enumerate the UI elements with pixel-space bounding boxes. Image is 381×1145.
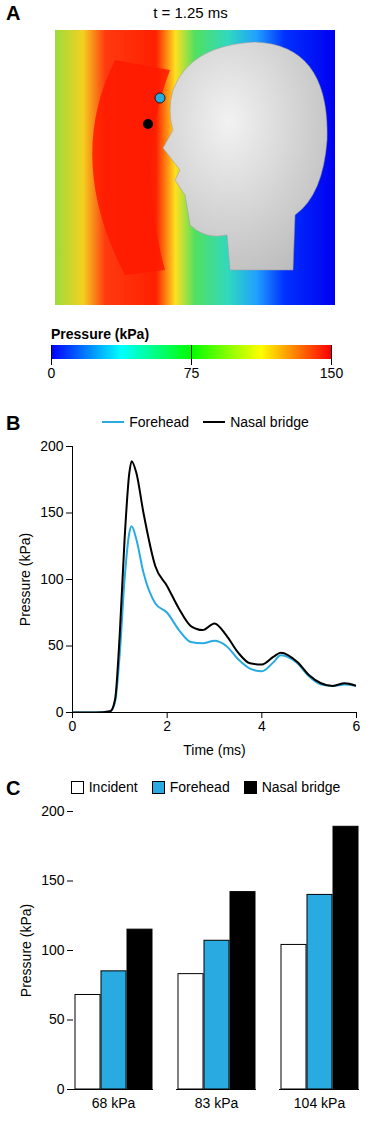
svg-text:4: 4 — [258, 718, 266, 734]
svg-text:0: 0 — [47, 365, 55, 381]
svg-text:50: 50 — [49, 1011, 65, 1027]
svg-text:75: 75 — [183, 365, 199, 381]
svg-text:6: 6 — [353, 718, 361, 734]
svg-text:2: 2 — [163, 718, 171, 734]
html-text:C: C — [6, 777, 21, 799]
html-text:Nasal bridge: Nasal bridge — [230, 414, 309, 430]
svg-text:100: 100 — [41, 942, 65, 958]
svg-text:200: 200 — [40, 438, 64, 454]
svg-text:83 kPa: 83 kPa — [195, 1095, 239, 1111]
html-text:A: A — [6, 2, 21, 24]
svg-text:0: 0 — [57, 1081, 65, 1097]
svg-text:150: 150 — [41, 872, 65, 888]
svg-text:0: 0 — [69, 718, 77, 734]
svg-text:200: 200 — [41, 803, 65, 819]
html-text:Forehead: Forehead — [169, 779, 230, 795]
svg-text:104 kPa: 104 kPa — [294, 1095, 346, 1111]
html-text:Incident: Incident — [88, 779, 138, 795]
svg-text:Pressure (kPa): Pressure (kPa) — [51, 326, 149, 342]
html-text:Forehead: Forehead — [129, 414, 190, 430]
html-text:Nasal bridge: Nasal bridge — [261, 779, 341, 795]
svg-text:150: 150 — [40, 504, 64, 520]
html-text:B: B — [6, 412, 21, 434]
svg-text:50: 50 — [48, 637, 64, 653]
svg-text:Pressure (kPa): Pressure (kPa) — [17, 533, 33, 626]
svg-text:Pressure (kPa): Pressure (kPa) — [18, 904, 34, 997]
svg-text:0: 0 — [56, 704, 64, 720]
svg-text:68 kPa: 68 kPa — [92, 1095, 136, 1111]
svg-text:Time (ms): Time (ms) — [183, 742, 245, 758]
svg-text:100: 100 — [40, 571, 64, 587]
svg-text:150: 150 — [319, 365, 343, 381]
html-text:t = 1.25 ms: t = 1.25 ms — [153, 4, 228, 21]
